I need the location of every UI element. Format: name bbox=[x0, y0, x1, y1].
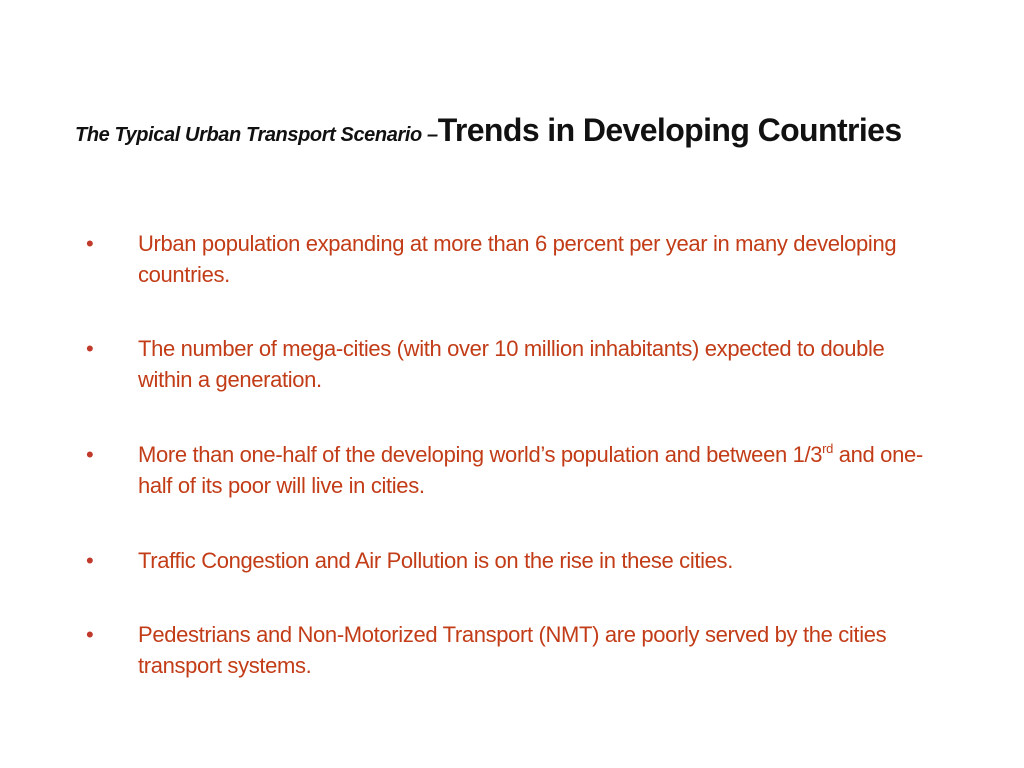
bullet-text: The number of mega-cities (with over 10 … bbox=[138, 333, 928, 395]
bullet-dot-icon: • bbox=[86, 619, 94, 650]
bullet-text-before: More than one-half of the developing wor… bbox=[138, 442, 822, 467]
bullet-dot-icon: • bbox=[86, 333, 94, 364]
bullet-dot-icon: • bbox=[86, 228, 94, 259]
bullet-text: Pedestrians and Non-Motorized Transport … bbox=[138, 619, 928, 681]
bullet-text: Urban population expanding at more than … bbox=[138, 228, 928, 290]
bullet-dot-icon: • bbox=[86, 439, 94, 470]
bullet-text: More than one-half of the developing wor… bbox=[138, 439, 928, 501]
bullet-text: Traffic Congestion and Air Pollution is … bbox=[138, 545, 928, 576]
bullet-text-superscript: rd bbox=[822, 441, 833, 456]
bullet-dot-icon: • bbox=[86, 545, 94, 576]
